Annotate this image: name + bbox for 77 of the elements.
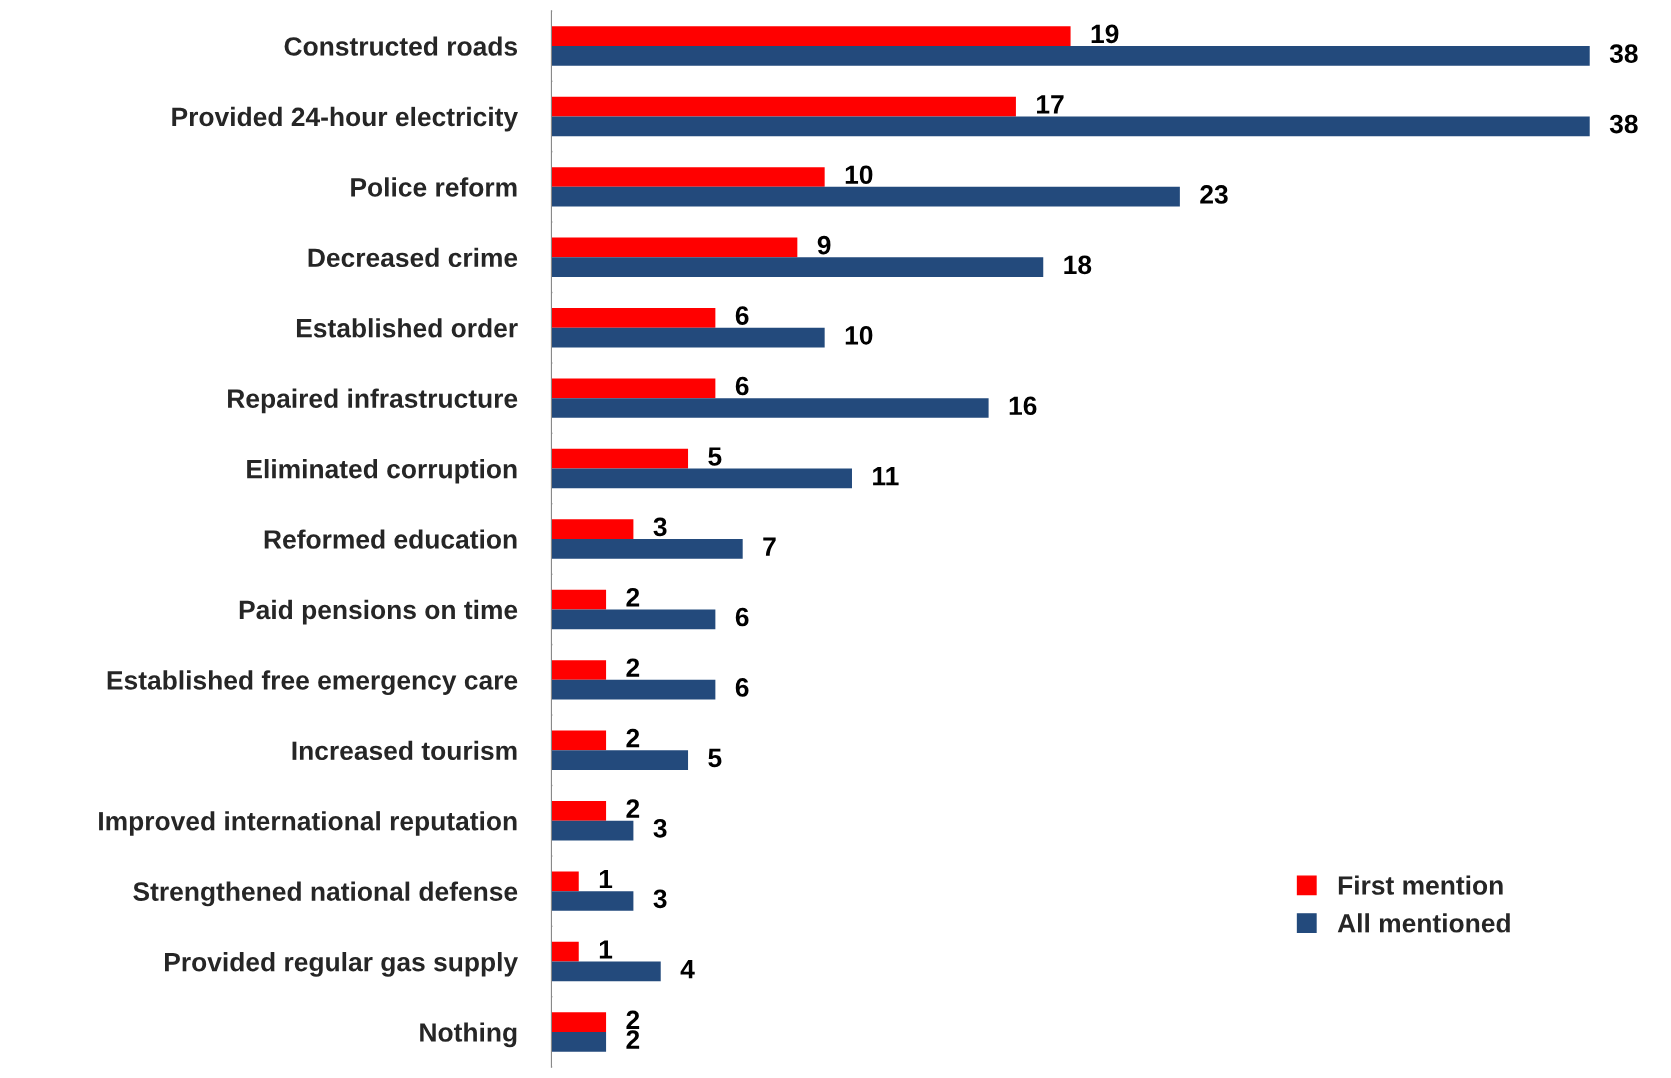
y-tick-label: Repaired infrastructure: [228, 388, 518, 414]
bar: [551, 307, 716, 328]
y-tick-label: Established free emergency care: [107, 670, 518, 696]
data-label: 6: [735, 607, 749, 627]
data-label: 5: [708, 447, 722, 466]
data-label: 18: [1064, 255, 1092, 275]
y-tick-label: Reformed education: [264, 529, 517, 549]
data-label: 3: [653, 818, 667, 838]
bar: [551, 871, 579, 892]
legend-label: All mentioned: [1337, 913, 1510, 933]
y-tick-label: Provided regular gas supply: [165, 952, 518, 977]
data-label: 4: [680, 960, 695, 979]
data-label: 9: [817, 235, 831, 255]
data-label: 2: [626, 799, 640, 818]
bar: [551, 609, 716, 630]
y-tick-label: Nothing: [420, 1022, 517, 1048]
data-label: 3: [653, 889, 667, 909]
bar: [551, 539, 743, 559]
data-label: 16: [1009, 396, 1037, 416]
bar: [551, 589, 607, 610]
data-label: 3: [653, 517, 667, 537]
data-label: 11: [873, 467, 899, 486]
bar: [551, 186, 1180, 207]
data-label: 10: [845, 165, 873, 185]
y-tick-label: Police reform: [351, 177, 517, 197]
bar: [551, 448, 689, 469]
bar: [551, 660, 607, 680]
bar: [551, 801, 607, 821]
y-tick-label: Increased tourism: [292, 740, 517, 761]
bar: [551, 45, 1590, 66]
data-label: 6: [735, 306, 749, 325]
y-tick-label: Decreased crime: [308, 247, 518, 268]
bar: [551, 398, 989, 418]
bar: [551, 378, 716, 399]
bar: [551, 116, 1590, 137]
data-label: 10: [845, 325, 873, 345]
bar: [551, 96, 1016, 117]
y-tick-label: Strengthened national defense: [133, 881, 518, 907]
bar: [551, 679, 716, 700]
data-label: 2: [626, 658, 640, 677]
bar: [551, 327, 825, 348]
data-label: 2: [626, 1030, 640, 1049]
bar: [551, 941, 579, 962]
y-tick-label: Provided 24-hour electricity: [172, 106, 518, 132]
bar: [551, 468, 852, 489]
data-label: 19: [1091, 24, 1119, 44]
y-tick-label: Established order: [296, 318, 518, 338]
data-label: 1: [599, 869, 613, 889]
bar: [551, 820, 634, 841]
bar: [551, 237, 798, 258]
data-label: 5: [708, 748, 722, 768]
y-tick-label: Constructed roads: [284, 36, 518, 56]
data-label: 2: [626, 587, 640, 607]
data-label: 6: [735, 678, 749, 697]
bar: [551, 26, 1071, 46]
bar: [551, 1032, 607, 1052]
bar: [551, 961, 661, 982]
data-label: 38: [1609, 44, 1638, 63]
bar: [551, 167, 825, 187]
data-label: 38: [1609, 114, 1638, 134]
y-tick-label: Improved international reputation: [99, 811, 517, 836]
bar: [551, 257, 1044, 277]
bar: [551, 891, 634, 911]
bar: [551, 750, 689, 771]
data-label: 1: [599, 940, 613, 959]
data-label: 6: [735, 376, 749, 396]
y-tick-label: Paid pensions on time: [239, 599, 518, 625]
data-label: 7: [763, 537, 776, 556]
data-label: 2: [626, 728, 640, 748]
bar: [551, 519, 634, 539]
bar: [551, 1012, 607, 1033]
bar: [551, 730, 607, 751]
legend-label: First mention: [1338, 875, 1503, 895]
data-label: 2: [626, 1010, 640, 1029]
data-label: 17: [1037, 95, 1064, 114]
data-label: 23: [1200, 185, 1228, 204]
y-tick-label: Eliminated corruption: [247, 459, 517, 484]
